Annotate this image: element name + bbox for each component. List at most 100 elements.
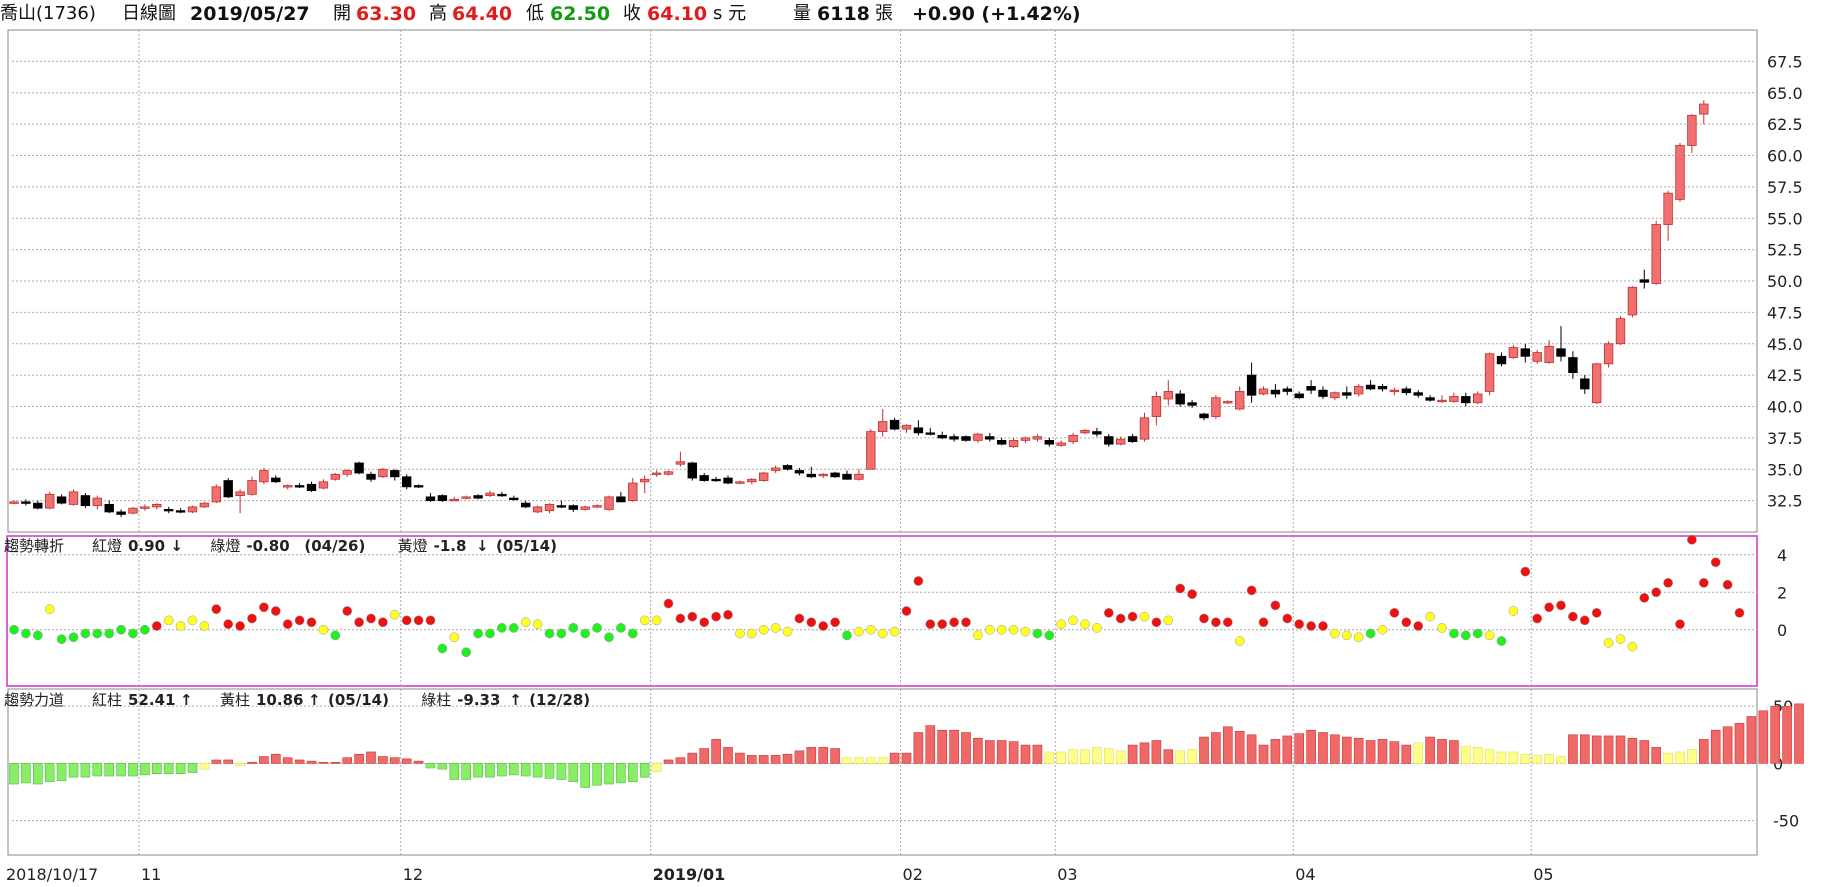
candle-body — [628, 482, 638, 502]
candle-body — [1496, 355, 1507, 365]
turn-dot — [1413, 621, 1424, 631]
turn-dot — [437, 643, 448, 654]
candle-body — [1187, 402, 1197, 406]
strength-bar — [1044, 751, 1055, 764]
candle-body — [568, 505, 579, 510]
strength-bar — [1246, 734, 1257, 764]
candle-body — [56, 496, 67, 504]
turn-dot — [1460, 630, 1471, 641]
turn-dot — [651, 615, 662, 626]
strength-bar — [1794, 703, 1804, 764]
turn-dot — [1520, 566, 1531, 577]
turn-dot — [413, 615, 424, 626]
turn-dot — [199, 621, 210, 631]
strength-bar — [865, 757, 876, 764]
strength-bar — [1270, 739, 1281, 764]
strength-bar — [68, 763, 79, 778]
candle-body — [1056, 442, 1066, 446]
strength-bar — [92, 763, 103, 777]
candle-body — [1246, 374, 1257, 396]
price-tick-label: 55.0 — [1767, 209, 1803, 228]
candle-body — [1163, 391, 1174, 400]
strength-bar — [937, 729, 948, 764]
legend-value: 0.90 — [128, 537, 165, 555]
candle-body — [687, 462, 698, 479]
turn-dot — [592, 623, 602, 633]
turn-dot — [497, 623, 507, 633]
price-tick-label: 65.0 — [1767, 84, 1803, 103]
strength-bar — [1663, 752, 1673, 764]
strength-bar — [1746, 716, 1757, 764]
strength-bar — [1104, 748, 1114, 764]
x-axis-label: 05 — [1533, 865, 1553, 884]
turn-dot — [1508, 606, 1519, 616]
candle-body — [1461, 396, 1471, 404]
turn-dot — [735, 628, 745, 639]
candle-body — [866, 431, 876, 470]
turn-dot — [1234, 636, 1245, 646]
x-axis-label: 03 — [1057, 865, 1077, 884]
strength-bar — [651, 763, 662, 772]
turn-dot — [1663, 578, 1673, 588]
turn-dot — [1722, 579, 1733, 590]
close-value: 64.10 — [647, 3, 708, 25]
turn-dot — [746, 628, 757, 639]
strength-bar — [473, 763, 483, 778]
turn-dot — [140, 624, 150, 635]
turn-dot — [699, 617, 710, 628]
strength-bar — [818, 747, 829, 764]
turn-dot — [1318, 621, 1328, 631]
candle-body — [842, 473, 852, 480]
candle-body — [1020, 437, 1031, 441]
x-axis-label: 11 — [141, 865, 161, 884]
candle-body — [1032, 436, 1043, 440]
candle-body — [1425, 397, 1435, 401]
candle-body — [1354, 386, 1364, 395]
strength-bar — [1556, 756, 1566, 764]
candle-body — [330, 473, 341, 480]
strength-bar — [1591, 735, 1602, 764]
candle-body — [223, 480, 233, 498]
strength-bar — [556, 763, 567, 780]
turn-dot — [151, 621, 162, 631]
strength-bar — [401, 758, 412, 764]
candle-body — [1687, 114, 1697, 146]
turn-dot — [1341, 630, 1352, 641]
turn-dot — [294, 615, 305, 626]
strength-bar — [199, 763, 210, 770]
candle-body — [532, 506, 543, 513]
candle-body — [1544, 345, 1554, 363]
strength-bar — [1080, 749, 1090, 764]
x-axis-label: 04 — [1295, 865, 1315, 884]
strength-bar — [592, 763, 602, 786]
strength-bar — [413, 760, 424, 764]
strength-bar — [1651, 747, 1661, 764]
turn-dot — [1246, 585, 1257, 596]
turn-dot — [1377, 624, 1388, 635]
turn-dot — [1603, 638, 1614, 648]
candle-body — [33, 502, 43, 509]
candle-body — [449, 498, 460, 502]
turn-dot — [996, 624, 1007, 635]
candle-body — [1199, 413, 1209, 419]
turn-dot — [56, 634, 67, 644]
strength-bar — [723, 747, 733, 764]
candle-body — [1675, 145, 1685, 200]
turn-dot — [770, 623, 781, 633]
turn-dot — [1556, 600, 1566, 611]
turn-dot — [44, 604, 55, 614]
strength-bar — [913, 732, 924, 764]
price-tick-label: 35.0 — [1767, 460, 1803, 479]
turn-dot — [1211, 617, 1221, 628]
turn-dot — [782, 626, 793, 637]
candle-body — [1473, 393, 1483, 404]
turn-dot — [842, 630, 852, 641]
candle-body — [889, 419, 900, 430]
turn-dot — [877, 628, 888, 639]
turn-dot — [1615, 634, 1626, 644]
arrow-up-icon: ↑ — [509, 691, 522, 709]
price-change: +0.90 (+1.42%) — [912, 3, 1081, 25]
turn-dot — [1687, 534, 1697, 545]
turn-dot — [378, 617, 388, 628]
turn-dot — [1294, 619, 1305, 629]
